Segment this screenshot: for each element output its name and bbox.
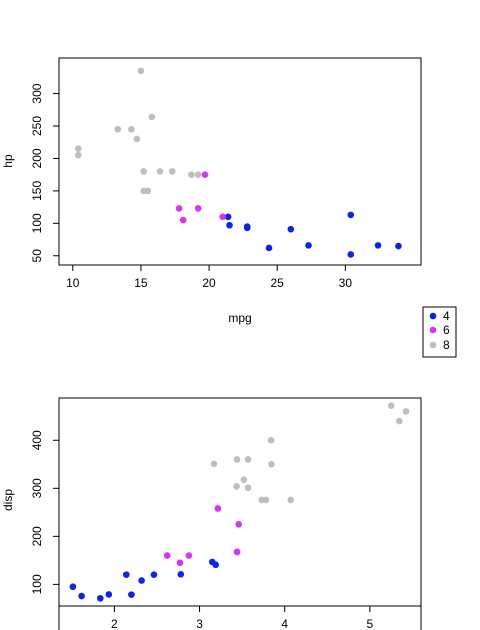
data-point-cyl-6 [201,171,209,178]
data-point-cyl-4 [177,570,185,578]
x-tick-label: 20 [202,276,216,290]
data-point-cyl-6 [219,213,226,221]
data-point-cyl-4 [212,561,220,569]
data-point-cyl-4 [287,225,295,233]
data-point-cyl-8 [240,476,248,483]
legend-label-8: 8 [443,338,450,352]
data-point-cyl-8 [244,456,252,463]
x-axis-label: mpg [228,311,251,325]
data-point-cyl-6 [175,205,183,212]
data-point-cyl-8 [268,460,275,468]
data-point-cyl-8 [395,417,403,425]
legend: 4 6 8 [422,306,457,358]
data-point-cyl-8 [387,402,395,409]
data-point-cyl-8 [210,460,218,468]
x-tick-label: 15 [134,276,148,290]
x-tick-label: 3 [196,617,203,630]
data-point-cyl-4 [305,242,312,249]
data-point-cyl-6 [194,205,202,212]
data-point-cyl-8 [74,151,82,159]
data-point-cyl-8 [402,408,410,415]
plot-area-box [58,397,422,630]
x-axis: 2 3 4 5 [111,605,374,630]
y-tick-label: 250 [30,116,44,136]
y-tick-label: 200 [30,148,44,168]
data-point-cyl-8 [188,171,195,178]
x-axis: 10 15 20 25 30 [66,264,353,290]
y-tick-label: 150 [30,181,44,201]
data-point-cyl-4 [78,592,85,600]
hp-vs-mpg-plot: 10 15 20 25 30 50 100 150 200 250 300 mpg hp [1,57,422,325]
y-tick-label: 400 [30,430,44,450]
data-point-cyl-4 [69,583,77,591]
legend-marker-6 [429,326,437,334]
y-axis: 50 100 150 200 250 300 [30,83,60,263]
data-point-cyl-8 [137,67,145,75]
points [74,67,402,258]
legend-marker-4 [429,312,437,320]
data-point-cyl-4 [97,594,104,602]
legend-label-4: 4 [443,309,450,323]
data-point-cyl-4 [122,571,130,578]
points [69,402,410,602]
data-point-cyl-4 [243,223,251,230]
data-point-cyl-4 [395,242,402,250]
disp-vs-wt-plot: 2 3 4 5 100 200 300 400 disp [1,397,422,630]
data-point-cyl-4 [138,577,145,584]
data-point-cyl-6 [214,505,222,512]
data-point-cyl-8 [244,484,252,492]
y-tick-label: 200 [30,526,44,546]
legend-label-6: 6 [443,323,450,337]
x-tick-label: 30 [339,276,353,290]
y-tick-label: 300 [30,478,44,498]
data-point-cyl-8 [267,436,275,444]
data-point-cyl-8 [74,145,82,152]
x-tick-label: 5 [367,617,374,630]
data-point-cyl-8 [128,125,135,133]
data-point-cyl-8 [233,456,241,463]
data-point-cyl-4 [374,242,382,249]
data-point-cyl-8 [148,113,156,121]
plot-area-box [58,57,422,266]
data-point-cyl-8 [168,168,176,175]
y-axis-label: disp [1,489,15,511]
data-point-cyl-8 [156,168,164,175]
data-point-cyl-4 [105,591,113,598]
data-point-cyl-4 [128,591,135,598]
data-point-cyl-8 [133,135,141,143]
data-point-cyl-6 [179,216,187,224]
x-tick-label: 10 [66,276,80,290]
y-tick-label: 100 [30,574,44,594]
data-point-cyl-4 [347,251,355,258]
data-point-cyl-4 [150,571,158,579]
data-point-cyl-6 [176,559,184,567]
data-point-cyl-6 [235,521,243,528]
data-point-cyl-4 [347,211,355,219]
data-point-cyl-8 [114,125,122,133]
data-point-cyl-6 [233,548,241,556]
data-point-cyl-4 [226,221,233,229]
data-point-cyl-4 [265,244,273,252]
y-tick-label: 300 [30,83,44,103]
data-point-cyl-8 [140,168,147,175]
data-point-cyl-4 [224,213,232,221]
data-point-cyl-8 [144,187,152,195]
y-axis: 100 200 300 400 [30,430,60,594]
y-axis-label: hp [1,154,15,168]
data-point-cyl-8 [194,171,202,178]
x-tick-label: 4 [281,617,288,630]
data-point-cyl-8 [287,496,294,504]
data-point-cyl-8 [262,496,270,504]
legend-marker-8 [429,341,437,349]
y-tick-label: 50 [30,249,44,263]
legend-box [422,306,457,358]
data-point-cyl-6 [185,552,193,559]
y-tick-label: 100 [30,213,44,233]
x-tick-label: 2 [111,617,118,630]
data-point-cyl-6 [163,552,171,559]
x-tick-label: 25 [271,276,285,290]
data-point-cyl-8 [233,483,240,490]
